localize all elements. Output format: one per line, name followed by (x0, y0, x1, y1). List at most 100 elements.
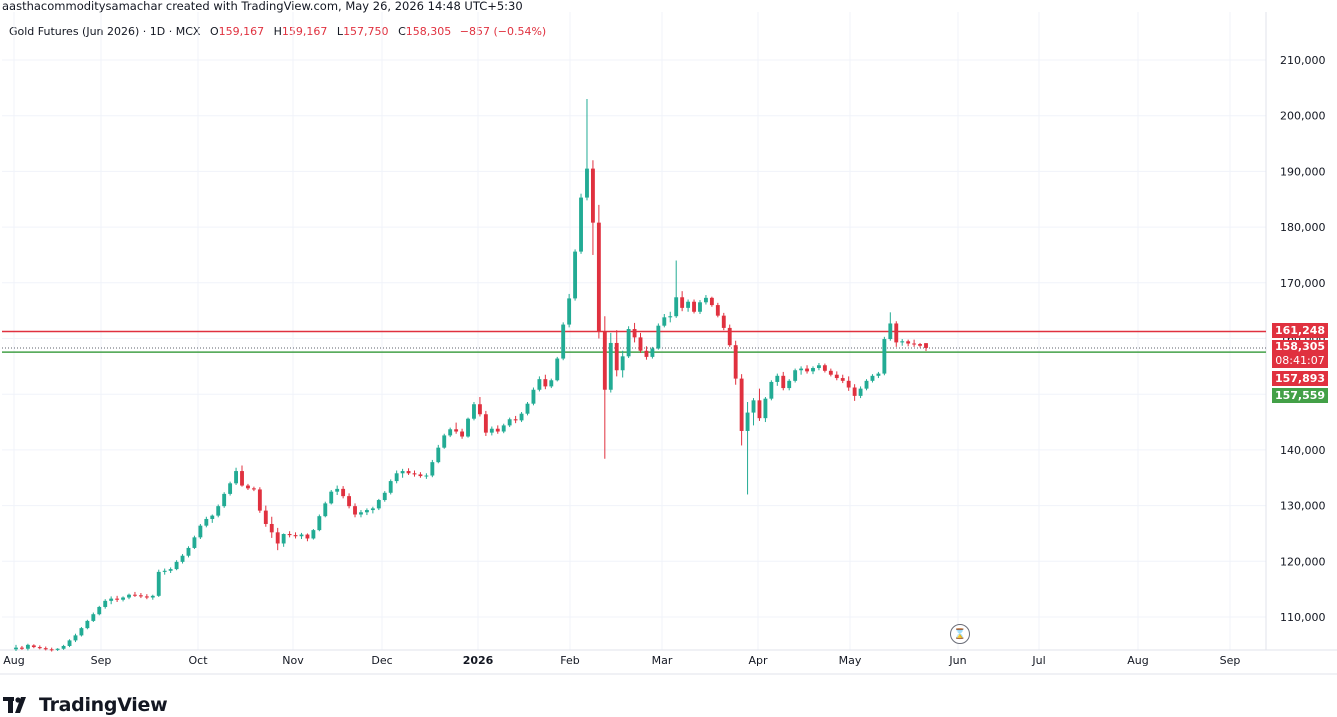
candle (620, 350, 625, 378)
candle-body (704, 297, 708, 303)
x-tick-label: Sep (1220, 654, 1241, 667)
candle-body (924, 343, 928, 348)
candle (91, 612, 96, 623)
candle (204, 516, 209, 528)
candle (543, 374, 548, 390)
candle-body (846, 380, 851, 388)
candle (472, 401, 476, 421)
candle (751, 398, 756, 426)
candle-body (733, 345, 738, 379)
candle (406, 468, 411, 475)
resistance-price-tag: 161,248 (1272, 323, 1328, 338)
candle (103, 599, 108, 609)
candle-body (364, 510, 369, 513)
symbol-legend: Gold Futures (Jun 2026) · 1D · MCX O159,… (9, 25, 546, 38)
candle (25, 643, 30, 651)
candle (727, 324, 732, 347)
countdown-tag: 08:41:07 (1272, 354, 1328, 368)
candle-body (912, 343, 917, 345)
candle (525, 401, 530, 416)
candle-body (216, 506, 221, 516)
candle (531, 387, 536, 406)
candle-body (828, 370, 833, 375)
last-price-tag: 158,305 (1272, 340, 1328, 354)
candle (115, 595, 120, 602)
candle (888, 312, 893, 341)
candle (370, 506, 375, 514)
candle (602, 316, 607, 459)
candle (745, 401, 750, 495)
candle (626, 326, 631, 358)
candle-body (370, 508, 375, 511)
candle-body (894, 323, 899, 343)
x-tick-label: Nov (282, 654, 304, 667)
candle (561, 322, 566, 361)
candle (388, 479, 393, 495)
candle (775, 373, 780, 386)
candle-body (668, 316, 673, 318)
candle (448, 427, 453, 438)
candle-body (109, 598, 114, 601)
candle-body (751, 400, 756, 413)
candle (840, 374, 845, 384)
candle (156, 569, 161, 597)
candle (513, 415, 518, 424)
candle (680, 291, 685, 312)
candle-body (632, 329, 637, 338)
x-tick-label: 2026 (463, 654, 494, 667)
candle-body (787, 380, 792, 389)
candle-body (180, 555, 185, 562)
candle (121, 596, 125, 602)
x-tick-label: Aug (3, 654, 24, 667)
candle-body (775, 375, 780, 382)
candle-body (769, 381, 774, 399)
candle (704, 295, 708, 305)
candle-body (150, 595, 155, 598)
candle (757, 388, 762, 421)
low-key: L (336, 25, 344, 38)
candle (894, 321, 899, 347)
candle (692, 299, 696, 314)
open-key: O (209, 25, 219, 38)
candle-body (692, 301, 696, 312)
candle (632, 322, 637, 343)
candle-body (727, 327, 732, 346)
candle-body (424, 475, 429, 477)
candle (912, 339, 917, 347)
candle-body (382, 492, 387, 501)
candle-body (257, 489, 262, 511)
candle-body (341, 488, 346, 497)
candle-body (454, 429, 459, 432)
y-tick-label: 110,000 (1280, 611, 1326, 624)
prev-close-tag: 157,893 (1272, 371, 1328, 386)
candle (335, 485, 340, 496)
candle-body (168, 569, 173, 571)
candle-body (513, 419, 518, 421)
candle-body (388, 481, 393, 493)
candle (269, 516, 274, 538)
x-tick-label: Jul (1031, 654, 1045, 667)
candle (210, 514, 215, 523)
candle-body (864, 380, 869, 389)
replay-icon[interactable]: ⌛ (950, 624, 970, 644)
candle (376, 498, 381, 511)
tradingview-brand[interactable]: TradingView (3, 693, 168, 717)
candle-body (406, 471, 411, 474)
candle-body (91, 614, 96, 621)
candle-body (614, 342, 619, 371)
candle (650, 346, 655, 359)
candle-body (20, 647, 24, 649)
candle (793, 368, 798, 383)
candle-body (133, 594, 137, 596)
candle-body (680, 297, 685, 308)
candle (317, 514, 322, 532)
x-tick-label: Mar (652, 654, 673, 667)
candle (192, 535, 197, 550)
candle-body (347, 496, 352, 507)
candle (382, 491, 387, 502)
low-value: 157,750 (343, 25, 389, 38)
candle (20, 645, 24, 650)
candle-body (281, 534, 286, 544)
candle-body (466, 418, 470, 437)
